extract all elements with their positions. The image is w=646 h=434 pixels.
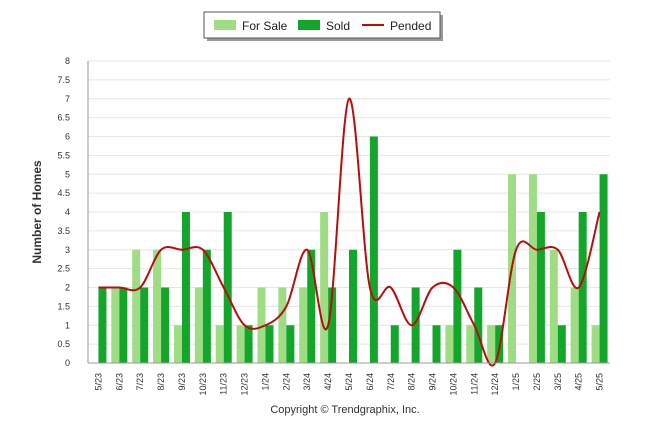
bar-sold <box>474 287 483 363</box>
x-tick-label: 4/25 <box>574 373 584 391</box>
y-tick-label: 5.5 <box>57 150 70 160</box>
bar-sold <box>140 287 149 363</box>
x-tick-label: 9/24 <box>428 373 438 391</box>
x-tick-label: 7/24 <box>386 373 396 391</box>
bar-sold <box>202 249 211 363</box>
legend: For Sale Sold Pended <box>203 11 443 41</box>
x-tick-label: 4/24 <box>323 373 333 391</box>
legend-swatch-sold <box>298 20 320 30</box>
y-tick-label: 1 <box>65 320 70 330</box>
legend-label-sold: Sold <box>326 19 350 33</box>
bar-sold <box>328 287 337 363</box>
y-tick-label: 5 <box>65 169 70 179</box>
x-tick-label: 3/24 <box>302 373 312 391</box>
bar-for-sale <box>236 325 245 363</box>
bar-sold <box>390 325 399 363</box>
pended-line <box>98 97 601 367</box>
bar-sold <box>161 287 170 363</box>
bar-sold <box>307 249 316 363</box>
bar-sold <box>119 287 128 363</box>
legend-label-for-sale: For Sale <box>242 19 288 33</box>
x-tick-label: 8/23 <box>156 373 166 391</box>
bar-for-sale <box>528 174 537 363</box>
bar-for-sale <box>278 287 287 363</box>
bar-for-sale <box>591 325 600 363</box>
bar-for-sale <box>153 249 162 363</box>
y-tick-label: 4.5 <box>57 188 70 198</box>
bar-for-sale <box>257 287 266 363</box>
y-tick-label: 8 <box>65 56 70 66</box>
legend-label-pended: Pended <box>390 19 431 33</box>
bar-sold <box>536 212 545 363</box>
bar-sold <box>453 249 462 363</box>
axes <box>87 61 610 364</box>
bar-for-sale <box>570 287 579 363</box>
bar-for-sale <box>549 249 558 363</box>
bar-sold <box>98 287 107 363</box>
bar-sold <box>349 249 357 363</box>
bar-sold <box>411 287 420 363</box>
bar-for-sale <box>466 325 475 363</box>
y-tick-label: 0.5 <box>57 339 70 349</box>
x-tick-label: 11/24 <box>469 373 479 395</box>
y-tick-label: 7 <box>65 94 70 104</box>
bar-sold <box>286 325 295 363</box>
bar-sold <box>223 212 232 363</box>
bar-for-sale <box>215 325 224 363</box>
y-tick-label: 3 <box>65 245 70 255</box>
x-tick-label: 7/23 <box>135 373 145 391</box>
legend-box <box>203 11 441 39</box>
x-tick-label: 1/24 <box>260 373 270 391</box>
x-tick-label: 5/25 <box>595 373 605 391</box>
bar-sold <box>265 325 274 363</box>
bar-for-sale <box>445 325 454 363</box>
x-tick-label: 11/23 <box>219 373 229 395</box>
y-tick-label: 2 <box>65 283 70 293</box>
bars <box>98 136 608 363</box>
x-tick-label: 10/23 <box>198 373 208 396</box>
x-tick-labels: 5/23 6/23 7/23 8/23 9/23 10/23 11/23 12/23 1/24 2… <box>93 373 604 396</box>
y-tick-label: 6.5 <box>57 113 70 123</box>
y-axis-label: Number of Homes <box>30 160 44 264</box>
bar-sold <box>578 212 587 363</box>
x-tick-label: 2/25 <box>532 373 542 391</box>
bar-for-sale <box>487 325 496 363</box>
bar-for-sale <box>320 212 329 363</box>
x-tick-label: 8/24 <box>407 373 417 391</box>
y-tick-label: 4 <box>65 207 70 217</box>
x-tick-label: 12/23 <box>240 373 250 396</box>
x-tick-label: 1/25 <box>511 373 521 391</box>
y-tick-label: 3.5 <box>57 226 70 236</box>
y-tick-label: 6 <box>65 132 70 142</box>
y-tick-label: 7.5 <box>57 75 70 85</box>
x-tick-label: 12/24 <box>490 373 500 396</box>
copyright-footer: Copyright © Trendgraphix, Inc. <box>270 404 419 416</box>
x-tick-label: 9/23 <box>177 373 187 391</box>
y-tick-labels: 0 0.5 1 1.5 2 2.5 3 3.5 4 4.5 5 5.5 6 6.5 7 7.5 8 <box>57 56 70 368</box>
bar-sold <box>557 325 566 363</box>
x-tick-label: 6/24 <box>365 373 375 391</box>
x-tick-label: 3/25 <box>553 373 563 391</box>
bar-for-sale <box>111 287 120 363</box>
x-tick-label: 5/23 <box>93 373 103 391</box>
pended-line-layer <box>98 97 601 367</box>
x-tick-label: 2/24 <box>281 373 291 391</box>
y-tick-label: 1.5 <box>57 301 70 311</box>
bar-sold <box>369 136 378 363</box>
bar-for-sale <box>173 325 182 363</box>
bar-for-sale <box>299 287 308 363</box>
y-tick-label: 2.5 <box>57 264 70 274</box>
legend-swatch-for-sale <box>214 20 236 30</box>
bar-sold <box>244 325 253 363</box>
x-tick-label: 5/24 <box>344 373 354 391</box>
bar-for-sale <box>132 249 141 363</box>
bar-sold <box>599 174 608 363</box>
bar-for-sale <box>194 287 203 363</box>
y-tick-label: 0 <box>65 358 70 368</box>
x-tick-label: 10/24 <box>448 373 458 396</box>
x-tick-label: 6/23 <box>114 373 124 391</box>
bar-sold <box>432 325 441 363</box>
bar-sold <box>181 212 190 363</box>
